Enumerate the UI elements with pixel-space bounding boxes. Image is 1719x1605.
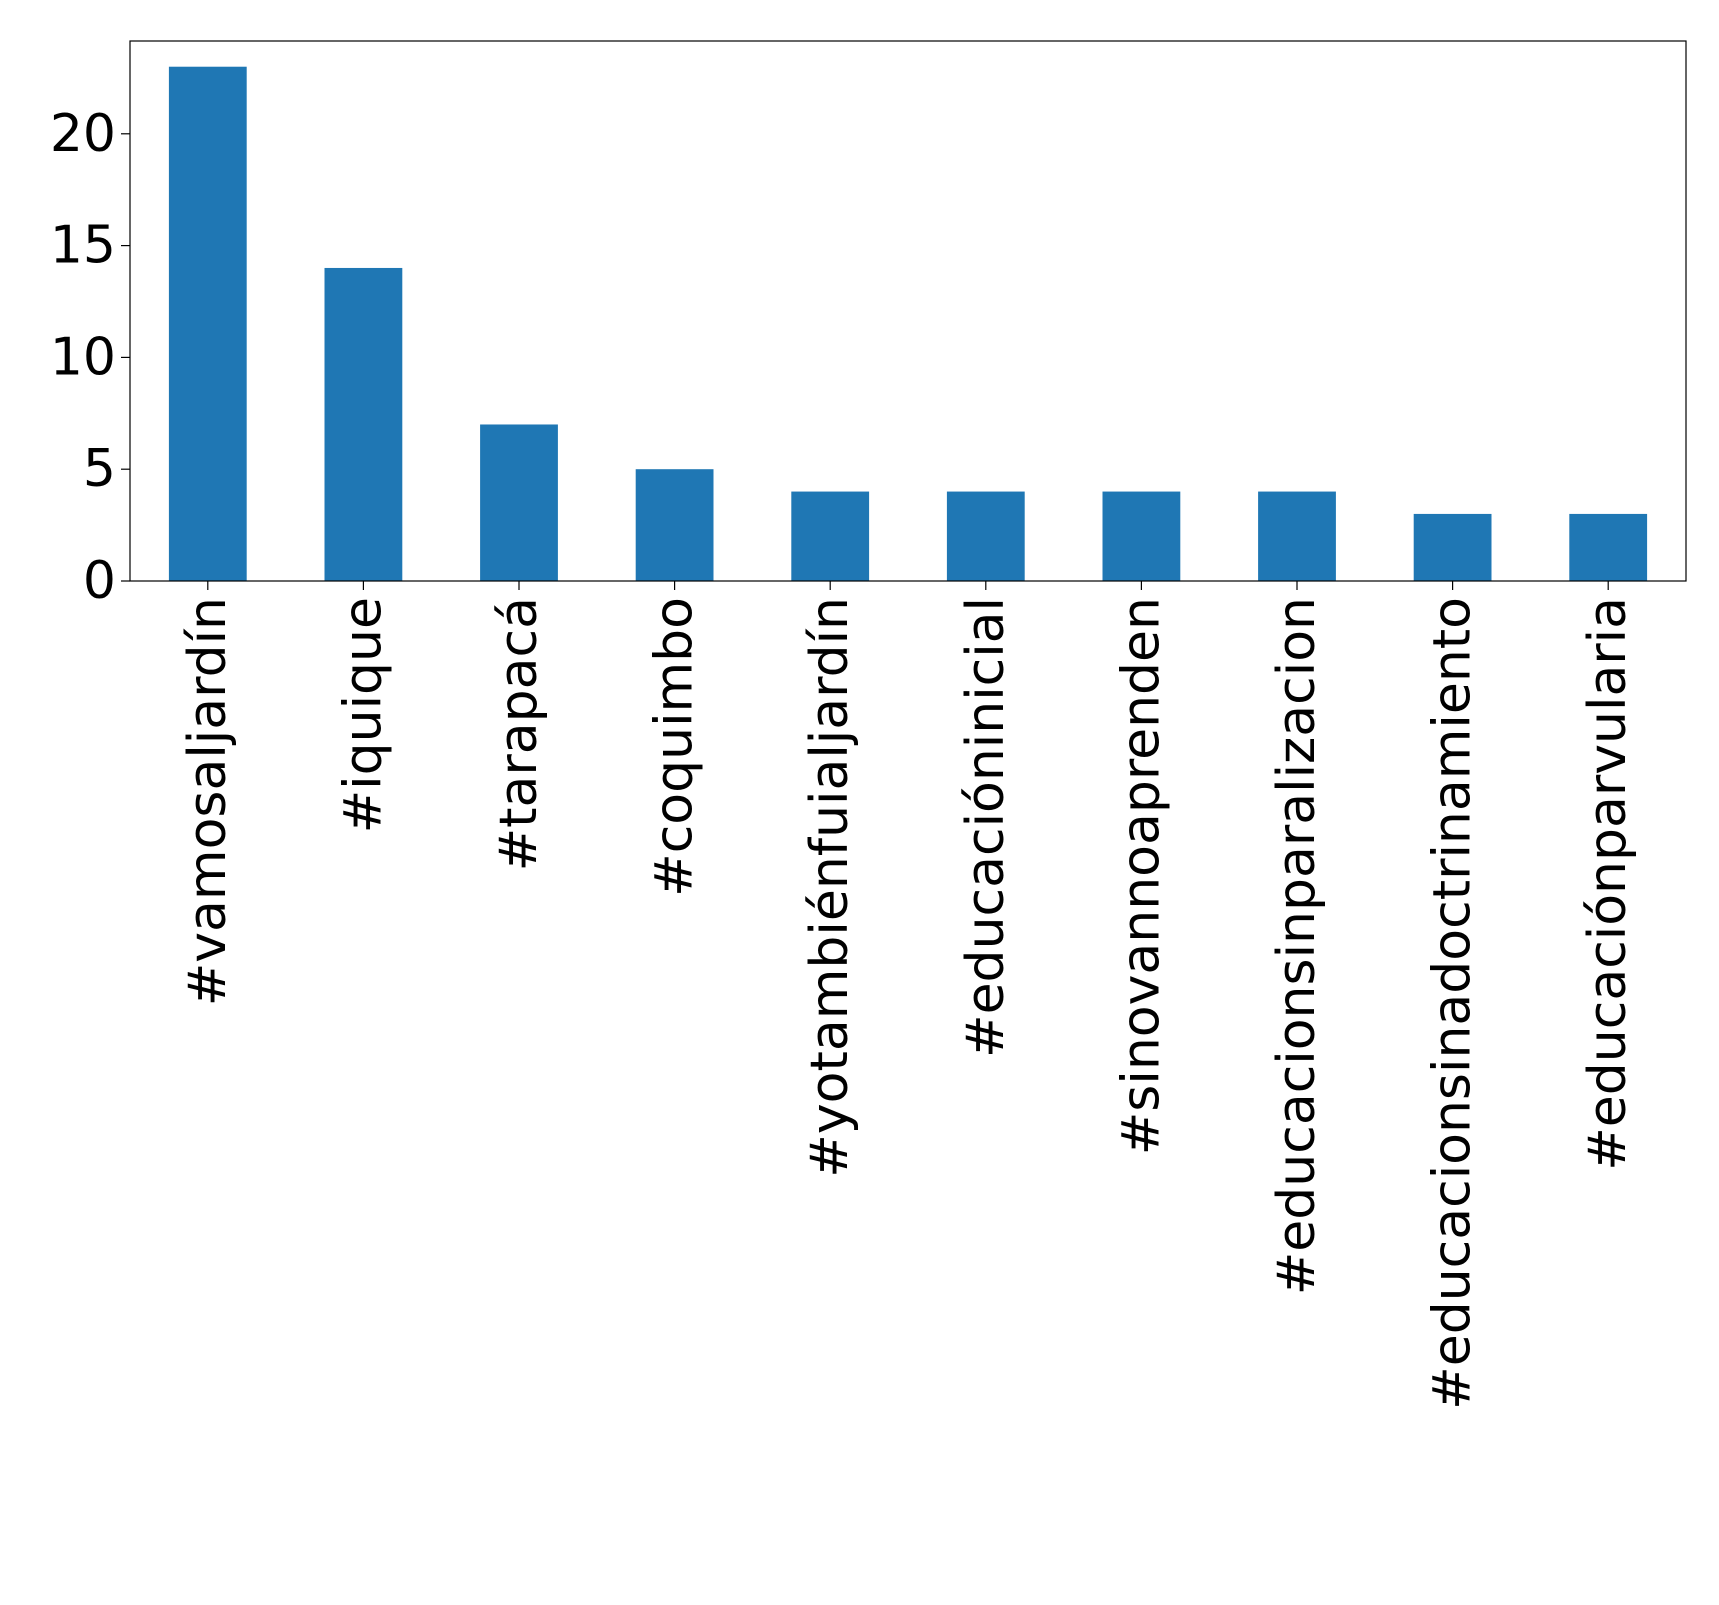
plot-frame — [129, 40, 1687, 582]
bar — [1258, 491, 1336, 581]
x-axis: #vamosaljardín #iquique #tarapacá #coquimbo… — [178, 581, 1638, 1410]
bar — [946, 491, 1025, 581]
bar — [791, 491, 870, 581]
y-tick-label: 20 — [50, 104, 116, 164]
x-tick-label: #yotambiénfuialjardín — [800, 597, 860, 1178]
x-tick-label: #tarapacá — [489, 597, 549, 871]
bar — [1102, 491, 1181, 581]
x-tick-label: #educacionsinparalizacion — [1267, 597, 1327, 1295]
x-tick-label: #vamosaljardín — [178, 597, 238, 1006]
y-tick-label: 15 — [50, 216, 116, 276]
y-tick-label: 0 — [83, 551, 116, 611]
y-tick-label: 10 — [50, 327, 116, 387]
bar — [324, 267, 403, 581]
x-tick-label: #educacióninicial — [956, 597, 1016, 1058]
bar — [1569, 513, 1648, 581]
bar — [168, 66, 247, 581]
x-tick-label: #coquimbo — [645, 597, 705, 897]
x-tick-label: #sinovannoaprenden — [1111, 597, 1171, 1155]
x-tick-label: #educaciónparvularia — [1578, 597, 1638, 1171]
bars-group — [168, 66, 1648, 581]
bar — [480, 424, 558, 581]
x-tick-label: #iquique — [333, 597, 393, 833]
bar — [635, 469, 714, 581]
x-tick-label: #educacionsinadoctrinamiento — [1423, 597, 1483, 1410]
bar — [1413, 513, 1492, 581]
y-tick-label: 5 — [83, 439, 116, 499]
y-axis: 0 5 10 15 20 — [50, 104, 130, 611]
